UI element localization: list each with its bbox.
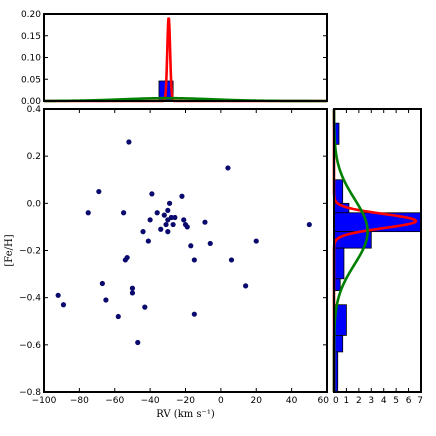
scatter-x-tick-label: 20 <box>251 396 263 406</box>
scatter-panel: −100 −80 −60 −40 −20 0 20 40 60 −0.8 −0.6 −0.4 −0.2… <box>4 105 329 420</box>
scatter-point <box>154 210 160 216</box>
scatter-point <box>135 339 141 346</box>
scatter-y-tick-label: −0.6 <box>19 341 41 351</box>
top-y-tick-label: 0.10 <box>21 54 41 64</box>
scatter-point <box>140 229 146 235</box>
scatter-point <box>96 188 102 195</box>
scatter-point <box>85 210 91 216</box>
scatter-plot-area <box>44 109 327 392</box>
scatter-point <box>147 217 153 223</box>
right-x-tick-label: 2 <box>356 396 362 406</box>
scatter-points <box>55 139 312 346</box>
scatter-point <box>60 302 67 308</box>
scatter-y-tick-label: −0.4 <box>19 294 41 304</box>
right-x-tick-label: 1 <box>344 396 350 406</box>
scatter-point <box>149 191 155 197</box>
scatter-x-tick-label: 60 <box>318 396 330 406</box>
right-x-tick-label: 4 <box>381 396 387 406</box>
scatter-point <box>124 254 130 261</box>
scatter-point <box>225 165 231 171</box>
right-x-tick-label: 0 <box>333 396 339 406</box>
right-frame <box>333 108 422 393</box>
scatter-point <box>202 219 208 225</box>
scatter-point <box>228 257 235 263</box>
scatter-point <box>207 240 213 247</box>
scatter-point <box>165 229 171 235</box>
scatter-y-tick-label: −0.2 <box>19 247 41 257</box>
scatter-y-tick-label: 0.0 <box>27 199 42 209</box>
scatter-x-tick-label: 40 <box>286 396 298 406</box>
x-axis-title: RV (km s⁻¹) <box>156 409 215 420</box>
top-histogram-panel: 0.00 0.05 0.10 0.15 0.20 <box>21 10 328 107</box>
scatter-y-tick-label: −0.8 <box>19 388 41 398</box>
scatter-point <box>184 224 190 230</box>
scatter-point <box>120 210 127 216</box>
scatter-point <box>158 226 164 232</box>
scatter-point <box>188 243 194 249</box>
scatter-point <box>145 238 151 244</box>
scatter-x-tick-label: −20 <box>176 396 195 406</box>
scatter-point <box>103 297 109 303</box>
scatter-x-tick-label: 0 <box>218 396 224 406</box>
scatter-y-ticks: −0.8 −0.6 −0.4 −0.2 0.0 0.2 0.4 <box>19 105 327 398</box>
scatter-point <box>163 221 169 228</box>
scatter-point <box>126 139 132 145</box>
scatter-frame <box>43 108 328 393</box>
scatter-x-tick-label: −80 <box>70 396 89 406</box>
scatter-point <box>172 214 178 221</box>
scatter-y-tick-label: 0.4 <box>27 105 42 115</box>
scatter-point <box>165 207 171 214</box>
scatter-point <box>253 238 259 244</box>
scatter-point <box>55 292 61 298</box>
right-x-tick-label: 5 <box>393 396 399 406</box>
scatter-point <box>191 257 197 263</box>
scatter-point <box>306 221 312 228</box>
scatter-x-tick-label: −60 <box>105 396 124 406</box>
right-x-tick-label: 7 <box>417 396 423 406</box>
right-histogram-bar <box>333 247 345 280</box>
scatter-x-tick-label: −100 <box>32 396 57 406</box>
scatter-point <box>129 285 136 291</box>
top-frame <box>43 13 328 102</box>
scatter-point <box>191 311 197 317</box>
scatter-point <box>181 217 187 223</box>
top-y-tick-label: 0.20 <box>21 10 41 20</box>
scatter-point <box>179 193 185 199</box>
top-y-tick-label: 0.05 <box>21 75 41 85</box>
scatter-point <box>129 290 136 296</box>
scatter-point <box>161 212 167 218</box>
top-plot-area <box>44 14 327 101</box>
right-x-tick-label: 6 <box>406 396 412 406</box>
scatter-point <box>99 280 105 287</box>
scatter-y-tick-label: 0.2 <box>27 152 41 162</box>
scatter-point <box>166 200 173 206</box>
scatter-point <box>170 221 176 228</box>
top-y-tick-label: 0.00 <box>21 97 41 107</box>
scatter-point <box>243 283 249 289</box>
right-x-tick-label: 3 <box>368 396 374 406</box>
y-axis-title: [Fe/H] <box>4 234 15 266</box>
right-plot-area <box>334 109 421 392</box>
scatter-x-tick-label: −40 <box>141 396 160 406</box>
top-y-tick-label: 0.15 <box>21 32 41 42</box>
scatter-point <box>115 313 121 320</box>
scatter-point <box>142 304 148 310</box>
